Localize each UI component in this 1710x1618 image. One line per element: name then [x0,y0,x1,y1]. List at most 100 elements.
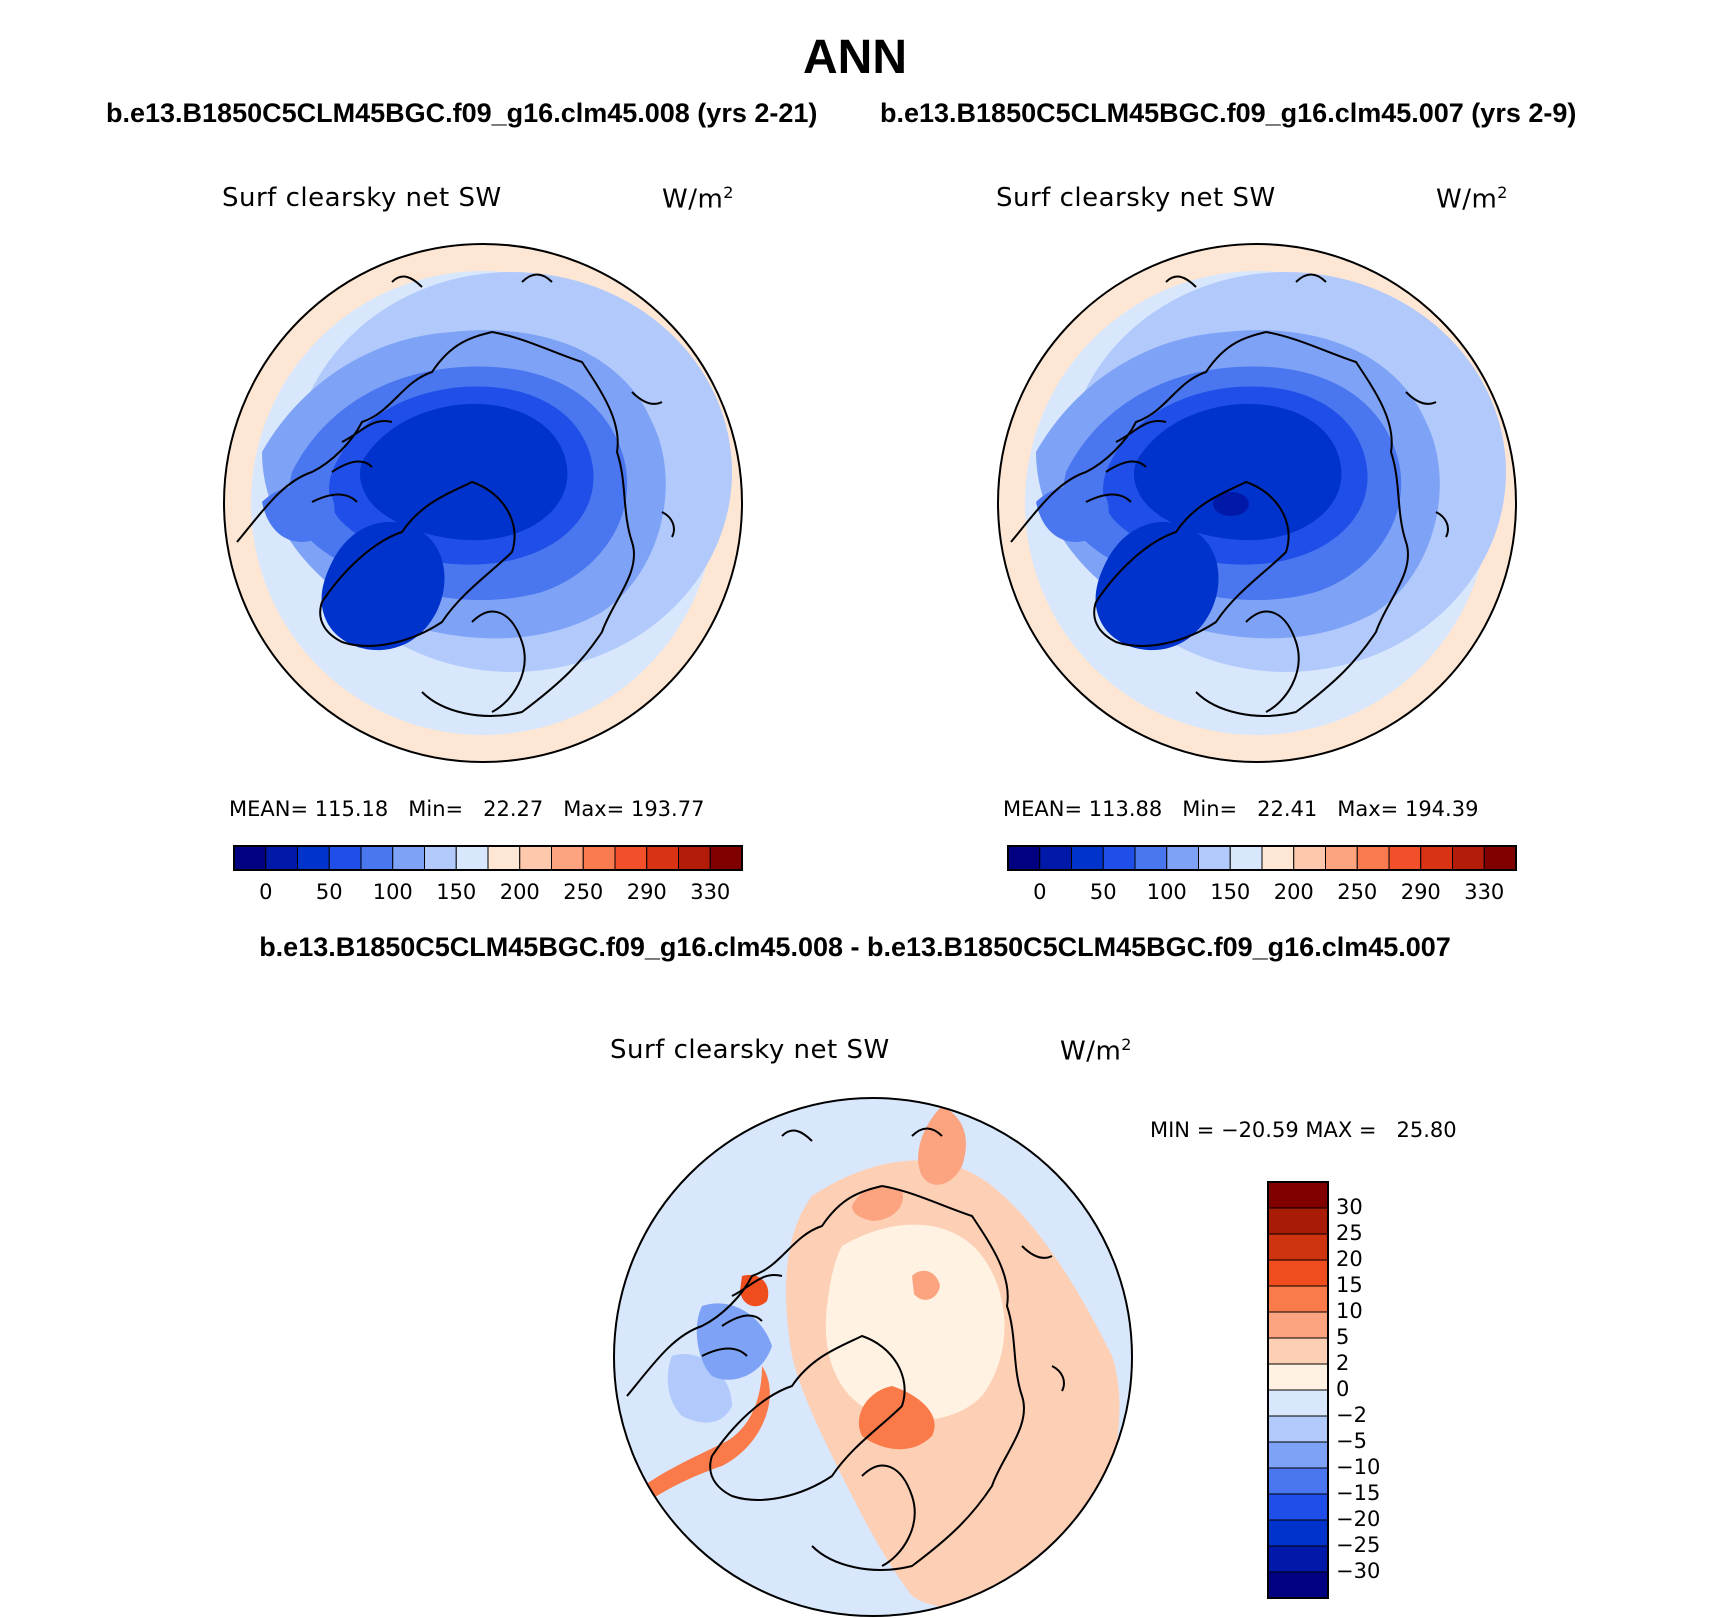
colorbar-swatch [614,845,648,871]
colorbar-swatch [1420,845,1453,871]
colorbar-swatch [1267,1181,1329,1209]
diff-polar-map [613,1097,1133,1617]
colorbar-tick-label: 5 [1336,1325,1350,1349]
colorbar-swatch [1229,845,1263,871]
colorbar-swatch [1267,1441,1329,1469]
colorbar-tick-label: −20 [1336,1507,1381,1531]
colorbar-swatch [328,845,362,871]
colorbar-tick-label: 0 [259,880,273,904]
tr-colorbar [1007,845,1517,871]
colorbar-swatch [1356,845,1390,871]
colorbar-swatch [1267,1415,1329,1443]
colorbar-swatch [1166,845,1199,871]
colorbar-tick-label: 2 [1336,1351,1350,1375]
colorbar-swatch [709,845,743,871]
colorbar-swatch [1267,1311,1329,1339]
colorbar-tick-label: 15 [1336,1273,1363,1297]
colorbar-tick-label: 150 [436,880,477,904]
colorbar-tick-label: 0 [1033,880,1047,904]
colorbar-swatch [551,845,584,871]
colorbar-swatch [1267,1259,1329,1287]
tl-stats: MEAN= 115.18 Min= 22.27 Max= 193.77 [229,797,705,821]
colorbar-tick-label: 150 [1210,880,1251,904]
colorbar-frame [233,845,743,871]
colorbar-tick-label: 290 [1400,880,1441,904]
colorbar-tick-label: 330 [690,880,731,904]
colorbar-swatch [1267,1493,1329,1521]
case-b-title: b.e13.B1850C5CLM45BGC.f09_g16.clm45.007 … [880,98,1577,128]
colorbar-swatch [519,845,552,871]
colorbar-tick-label: −2 [1336,1403,1367,1427]
colorbar-swatch [1102,845,1136,871]
colorbar-swatch [646,845,679,871]
colorbar-frame [1007,845,1517,871]
colorbar-tick-label: 30 [1336,1195,1363,1219]
case-a-title: b.e13.B1850C5CLM45BGC.f09_g16.clm45.008 … [106,98,818,128]
colorbar-swatch [1134,845,1168,871]
diff-stats: MIN = −20.59 MAX = 25.80 [1150,1118,1457,1142]
colorbar-swatch [1388,845,1422,871]
diff-variable-label: Surf clearsky net SW [610,1035,890,1065]
colorbar-tick-label: 50 [315,880,343,904]
colorbar-swatch [1483,845,1517,871]
colorbar-swatch [1267,1519,1329,1547]
colorbar-swatch [424,845,457,871]
tl-colorbar [233,845,743,871]
colorbar-swatch [265,845,298,871]
colorbar-tick-label: 250 [563,880,604,904]
colorbar-swatch [1452,845,1485,871]
colorbar-swatch [1293,845,1326,871]
colorbar-swatch [1267,1337,1329,1365]
tl-variable-label: Surf clearsky net SW [222,183,502,213]
colorbar-swatch [1267,1545,1329,1573]
diff-title: b.e13.B1850C5CLM45BGC.f09_g16.clm45.008 … [259,932,1451,962]
tr-units-label: W/m2 [1436,183,1508,215]
colorbar-swatch [1325,845,1358,871]
colorbar-tick-label: 20 [1336,1247,1363,1271]
colorbar-tick-label: 0 [1336,1377,1350,1401]
colorbar-tick-label: −15 [1336,1481,1381,1505]
colorbar-tick-label: 250 [1337,880,1378,904]
colorbar-swatch [1007,845,1041,871]
colorbar-swatch [1039,845,1072,871]
colorbar-swatch [1267,1363,1329,1391]
colorbar-tick-label: −25 [1336,1533,1381,1557]
colorbar-swatch [1261,845,1295,871]
colorbar-swatch [582,845,616,871]
colorbar-tick-label: −5 [1336,1429,1367,1453]
colorbar-swatch [1071,845,1104,871]
colorbar-swatch [1267,1207,1329,1235]
tr-polar-map [997,243,1517,763]
colorbar-swatch [487,845,521,871]
colorbar-tick-label: 200 [1273,880,1314,904]
colorbar-tick-label: 50 [1089,880,1117,904]
colorbar-tick-label: 330 [1464,880,1505,904]
colorbar-tick-label: 200 [499,880,540,904]
diff-units-label: W/m2 [1060,1035,1132,1067]
colorbar-swatch [1267,1285,1329,1313]
figure-title: ANN [803,31,907,84]
colorbar-tick-label: 100 [1146,880,1187,904]
tl-units-label: W/m2 [662,183,734,215]
colorbar-tick-label: −10 [1336,1455,1381,1479]
colorbar-tick-label: 290 [626,880,667,904]
colorbar-tick-label: 100 [372,880,413,904]
colorbar-swatch [297,845,330,871]
tr-stats: MEAN= 113.88 Min= 22.41 Max= 194.39 [1003,797,1479,821]
colorbar-swatch [233,845,267,871]
colorbar-swatch [1267,1233,1329,1261]
colorbar-tick-label: 10 [1336,1299,1363,1323]
colorbar-swatch [678,845,711,871]
colorbar-swatch [360,845,394,871]
colorbar-tick-label: −30 [1336,1559,1381,1583]
tr-variable-label: Surf clearsky net SW [996,183,1276,213]
colorbar-swatch [455,845,489,871]
colorbar-swatch [1267,1571,1329,1599]
colorbar-swatch [1267,1389,1329,1417]
colorbar-swatch [392,845,425,871]
colorbar-tick-label: 25 [1336,1221,1363,1245]
colorbar-swatch [1198,845,1231,871]
tl-polar-map [223,243,743,763]
diff-colorbar [1267,1181,1329,1599]
colorbar-swatch [1267,1467,1329,1495]
